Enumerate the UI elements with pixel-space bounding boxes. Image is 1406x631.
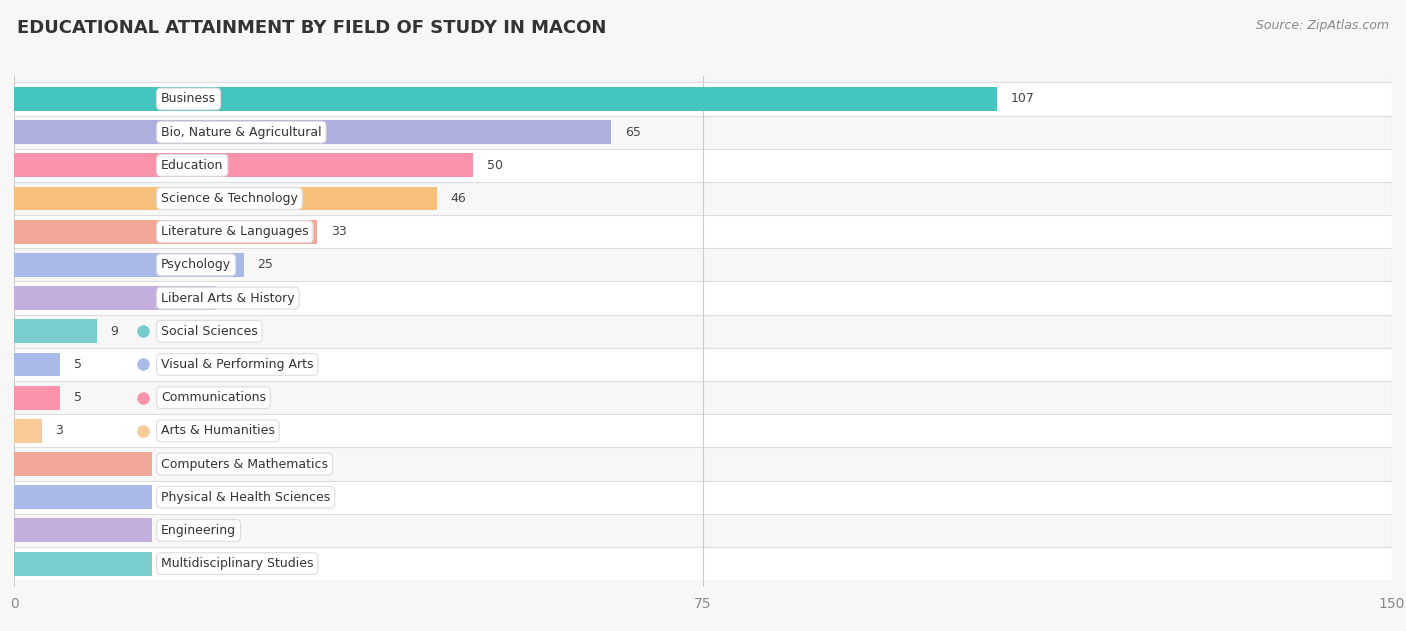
Bar [14, 414, 1392, 447]
Text: 50: 50 [486, 159, 503, 172]
Bar [14, 319, 97, 343]
Bar [14, 514, 1392, 547]
Text: Engineering: Engineering [162, 524, 236, 537]
Text: 5: 5 [73, 391, 82, 404]
Bar [14, 87, 997, 111]
Bar [14, 547, 1392, 580]
Text: 0: 0 [166, 491, 173, 504]
Text: Science & Technology: Science & Technology [162, 192, 298, 205]
Text: Computers & Mathematics: Computers & Mathematics [162, 457, 328, 471]
Text: Physical & Health Sciences: Physical & Health Sciences [162, 491, 330, 504]
Text: 33: 33 [330, 225, 347, 239]
Text: Visual & Performing Arts: Visual & Performing Arts [162, 358, 314, 371]
Text: Business: Business [162, 93, 217, 105]
Bar [14, 315, 1392, 348]
Text: Source: ZipAtlas.com: Source: ZipAtlas.com [1256, 19, 1389, 32]
Text: Arts & Humanities: Arts & Humanities [162, 424, 276, 437]
Bar [14, 286, 217, 310]
Bar [14, 551, 152, 575]
Bar [14, 115, 1392, 149]
Text: 22: 22 [231, 292, 246, 305]
Text: Psychology: Psychology [162, 259, 231, 271]
Bar [14, 182, 1392, 215]
Text: 0: 0 [166, 557, 173, 570]
Bar [14, 519, 152, 543]
Text: EDUCATIONAL ATTAINMENT BY FIELD OF STUDY IN MACON: EDUCATIONAL ATTAINMENT BY FIELD OF STUDY… [17, 19, 606, 37]
Bar [14, 485, 152, 509]
Bar [14, 83, 1392, 115]
Bar [14, 419, 42, 443]
Bar [14, 153, 474, 177]
Bar [14, 348, 1392, 381]
Text: 5: 5 [73, 358, 82, 371]
Bar [14, 253, 243, 277]
Bar [14, 381, 1392, 414]
Text: 3: 3 [55, 424, 63, 437]
Bar [14, 120, 612, 144]
Text: Liberal Arts & History: Liberal Arts & History [162, 292, 295, 305]
Bar [14, 281, 1392, 315]
Text: 0: 0 [166, 457, 173, 471]
Text: Education: Education [162, 159, 224, 172]
Text: 65: 65 [624, 126, 641, 139]
Bar [14, 447, 1392, 481]
Text: 25: 25 [257, 259, 273, 271]
Text: Communications: Communications [162, 391, 266, 404]
Text: 46: 46 [450, 192, 467, 205]
Bar [14, 187, 437, 211]
Text: Bio, Nature & Agricultural: Bio, Nature & Agricultural [162, 126, 322, 139]
Bar [14, 386, 60, 410]
Bar [14, 353, 60, 377]
Text: Literature & Languages: Literature & Languages [162, 225, 309, 239]
Text: 107: 107 [1011, 93, 1035, 105]
Bar [14, 215, 1392, 249]
Text: Multidisciplinary Studies: Multidisciplinary Studies [162, 557, 314, 570]
Bar [14, 452, 152, 476]
Bar [14, 249, 1392, 281]
Bar [14, 481, 1392, 514]
Text: 0: 0 [166, 524, 173, 537]
Bar [14, 149, 1392, 182]
Text: 9: 9 [111, 325, 118, 338]
Bar [14, 220, 318, 244]
Text: Social Sciences: Social Sciences [162, 325, 257, 338]
